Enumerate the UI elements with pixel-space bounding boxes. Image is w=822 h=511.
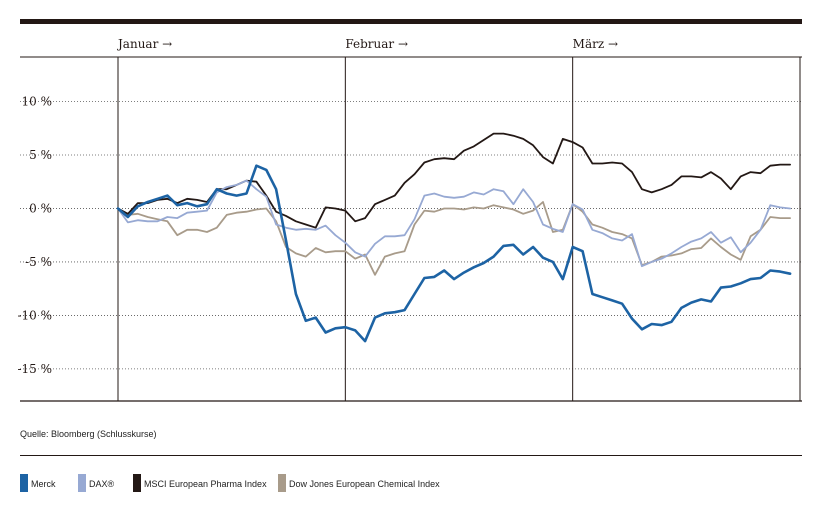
y-tick-label: 5 % bbox=[29, 148, 52, 162]
series-line-msci-european-pharma-index bbox=[117, 132, 791, 229]
y-tick-label: -15 % bbox=[17, 362, 52, 376]
month-markers: Januar → Februar → März → bbox=[20, 37, 802, 401]
month-label: März → bbox=[573, 37, 618, 51]
y-tick-label: -10 % bbox=[17, 308, 52, 322]
legend-swatch-dj-chemical bbox=[278, 474, 286, 492]
series-line-dow-jones-european-chemical-index bbox=[117, 201, 791, 276]
legend-swatch-msci-pharma bbox=[133, 474, 141, 492]
legend-label-merck: Merck bbox=[31, 479, 56, 489]
y-tick-label: 10 % bbox=[22, 94, 53, 108]
series-line-dax bbox=[117, 179, 791, 268]
y-tick-label: -5 % bbox=[25, 255, 52, 269]
y-axis-labels: 10 % 5 % 0 % -5 % -10 % -15 % bbox=[17, 94, 52, 375]
stock-performance-chart: Januar → Februar → März → 10 % 5 % 0 % -5 % -1… bbox=[17, 19, 802, 402]
legend-swatch-merck bbox=[20, 474, 28, 492]
gridlines bbox=[20, 101, 802, 370]
month-label: Januar → bbox=[116, 37, 172, 51]
data-series bbox=[116, 132, 792, 343]
legend-label-msci-pharma: MSCI European Pharma Index bbox=[144, 479, 267, 489]
series-line-merck bbox=[116, 164, 792, 343]
legend-label-dax: DAX® bbox=[89, 479, 115, 489]
top-rule bbox=[20, 19, 802, 24]
legend-swatch-dax bbox=[78, 474, 86, 492]
legend-label-dj-chemical: Dow Jones European Chemical Index bbox=[289, 479, 440, 489]
source-note: Quelle: Bloomberg (Schlusskurse) bbox=[20, 429, 157, 439]
legend-divider bbox=[20, 455, 802, 456]
month-label: Februar → bbox=[345, 37, 408, 51]
y-tick-label: 0 % bbox=[29, 201, 52, 215]
